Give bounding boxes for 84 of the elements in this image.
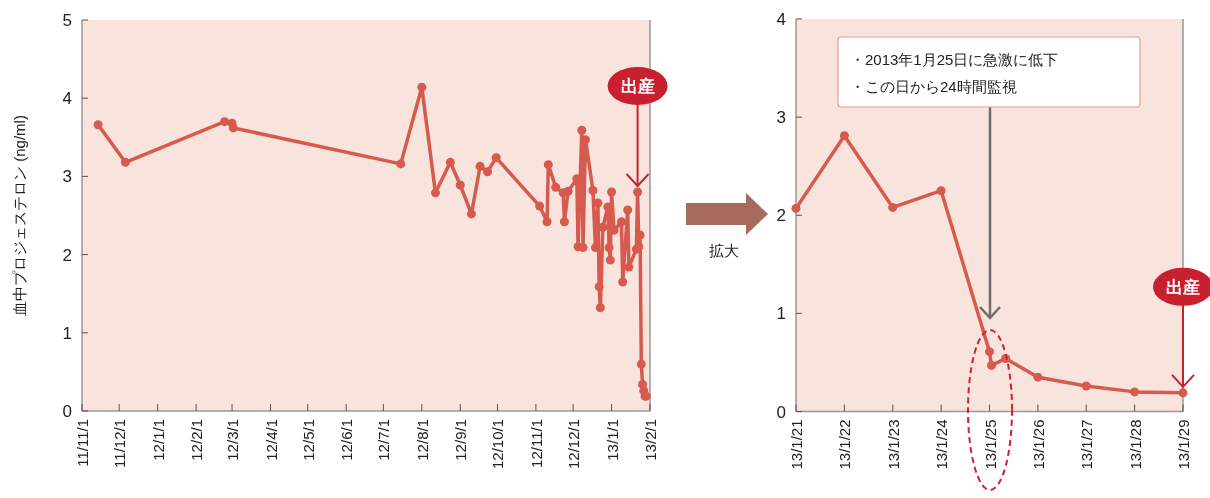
point xyxy=(491,153,501,163)
point xyxy=(616,217,626,227)
x-tick-label: 13/1/1 xyxy=(603,419,621,461)
x-tick-label: 12/11/1 xyxy=(527,419,545,468)
x-tick-label: 12/4/1 xyxy=(262,419,280,461)
annotation: ・この日から24時間監視 xyxy=(850,78,1017,95)
x-tick-label: 13/1/29 xyxy=(1175,419,1192,470)
point xyxy=(430,188,440,198)
annotation: 出産 xyxy=(1166,277,1200,297)
point xyxy=(535,201,545,211)
annotation: ・2013年1月25日に急激に低下 xyxy=(850,51,1059,68)
y-tick-label: 1 xyxy=(62,323,72,343)
point xyxy=(220,117,230,127)
point xyxy=(588,185,598,195)
y-tick-label: 3 xyxy=(776,108,786,128)
x-tick-label: 11/12/1 xyxy=(111,419,129,468)
x-tick-label: 13/1/21 xyxy=(788,419,805,470)
x-tick-label: 12/6/1 xyxy=(338,419,356,461)
point xyxy=(607,187,617,197)
y-axis-title: 血中プロジェステロン (ng/ml) xyxy=(11,115,28,316)
point xyxy=(624,262,634,272)
point xyxy=(936,186,946,196)
x-tick-label: 12/8/1 xyxy=(413,419,431,461)
x-tick-label: 13/1/27 xyxy=(1078,419,1096,470)
point xyxy=(542,217,552,227)
point xyxy=(483,167,493,177)
text: 拡大 xyxy=(709,242,739,259)
y-tick-label: 4 xyxy=(776,10,786,29)
y-tick-label: 2 xyxy=(62,245,72,265)
point xyxy=(120,157,130,167)
point xyxy=(475,161,485,171)
x-tick-label: 13/1/22 xyxy=(836,419,854,470)
x-tick-label: 12/12/1 xyxy=(565,419,583,470)
point xyxy=(623,205,633,215)
x-tick-label: 13/1/26 xyxy=(1029,419,1047,470)
point xyxy=(93,120,103,130)
point xyxy=(1130,387,1140,397)
x-tick-label: 11/11/1 xyxy=(74,419,91,467)
x-tick-label: 12/3/1 xyxy=(224,419,242,461)
x-tick-label: 12/7/1 xyxy=(375,419,393,461)
point xyxy=(228,123,238,133)
point xyxy=(987,360,997,370)
point xyxy=(1178,388,1188,398)
x-tick-label: 13/1/23 xyxy=(884,419,902,470)
y-tick-label: 0 xyxy=(62,402,72,421)
point xyxy=(594,282,604,292)
annotation: 出産 xyxy=(620,77,655,97)
point xyxy=(888,202,898,212)
x-tick-label: 13/2/1 xyxy=(642,419,659,461)
point xyxy=(605,255,615,265)
point xyxy=(1081,381,1091,391)
x-tick-label: 12/5/1 xyxy=(299,419,317,461)
point xyxy=(791,203,801,213)
point xyxy=(636,359,646,369)
point xyxy=(417,82,427,92)
point xyxy=(563,186,573,196)
point xyxy=(445,157,455,167)
point xyxy=(396,159,406,169)
point xyxy=(1033,372,1043,382)
x-tick-label: 13/1/25 xyxy=(981,419,999,470)
x-tick-label: 13/1/28 xyxy=(1126,419,1144,470)
x-tick-label: 12/9/1 xyxy=(452,419,470,461)
point xyxy=(577,125,587,135)
x-tick-label: 12/2/1 xyxy=(188,419,206,461)
x-tick-label: 12/10/1 xyxy=(489,419,507,470)
y-tick-label: 2 xyxy=(776,206,786,226)
x-tick-label: 12/1/1 xyxy=(149,419,167,461)
y-tick-label: 4 xyxy=(62,89,72,109)
point xyxy=(604,243,614,253)
y-tick-label: 0 xyxy=(776,402,786,422)
y-tick-label: 1 xyxy=(776,304,786,324)
point xyxy=(559,217,569,227)
point xyxy=(455,180,465,190)
point xyxy=(618,277,628,287)
point xyxy=(633,187,643,197)
point xyxy=(985,347,994,357)
y-tick-label: 3 xyxy=(62,167,72,187)
point xyxy=(551,182,561,192)
point xyxy=(466,209,476,219)
x-tick-label: 13/1/24 xyxy=(933,419,951,470)
point xyxy=(839,131,849,141)
y-tick-label: 5 xyxy=(62,11,72,30)
point xyxy=(543,160,553,170)
point xyxy=(595,303,605,313)
